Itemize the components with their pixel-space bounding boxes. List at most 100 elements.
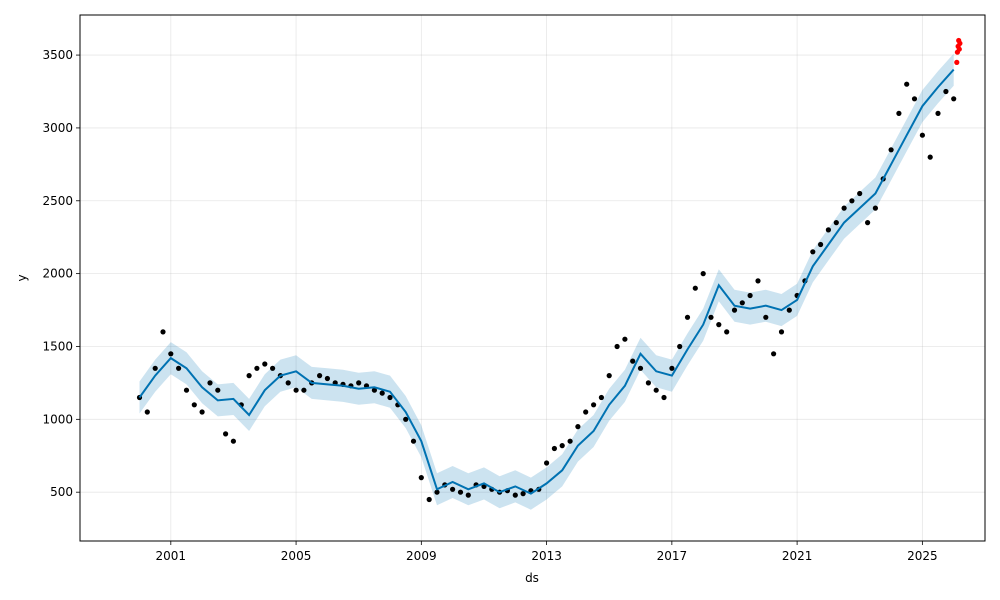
- observed-point: [544, 460, 550, 466]
- observed-point: [207, 380, 213, 386]
- observed-point: [176, 365, 182, 371]
- x-axis-ticks: 2001 2005 2009 2013 2017 2021 2025: [156, 541, 938, 563]
- observed-point: [896, 110, 902, 116]
- observed-point: [888, 147, 894, 153]
- observed-point: [356, 380, 362, 386]
- observed-point: [865, 220, 871, 226]
- observed-point: [379, 390, 385, 396]
- plot-background: [80, 15, 985, 541]
- observed-point: [144, 409, 150, 415]
- observed-point: [317, 373, 323, 379]
- observed-point: [810, 249, 816, 255]
- observed-points: [136, 81, 957, 503]
- forecast-line: [138, 68, 955, 495]
- recent-point: [954, 59, 960, 65]
- observed-point: [606, 373, 612, 379]
- observed-point: [935, 110, 941, 116]
- observed-point: [755, 278, 761, 284]
- observed-point: [951, 96, 957, 102]
- observed-point: [700, 271, 706, 277]
- observed-point: [223, 431, 229, 437]
- observed-point: [630, 358, 636, 364]
- observed-point: [653, 387, 659, 393]
- y-tick-label: 2500: [42, 194, 73, 208]
- observed-point: [872, 205, 879, 211]
- y-axis-label: y: [15, 274, 29, 281]
- observed-point: [215, 387, 221, 393]
- observed-point: [943, 88, 949, 95]
- observed-point: [450, 486, 456, 492]
- x-tick-label: 2017: [657, 549, 688, 563]
- observed-point: [418, 475, 424, 481]
- observed-point: [285, 380, 291, 386]
- observed-point: [254, 365, 260, 371]
- observed-point: [763, 314, 769, 320]
- x-tick-label: 2025: [907, 549, 938, 563]
- observed-point: [520, 491, 526, 497]
- y-tick-label: 2000: [42, 267, 73, 281]
- observed-point: [583, 409, 589, 415]
- observed-point: [778, 329, 785, 335]
- observed-point: [262, 361, 268, 367]
- observed-point: [645, 380, 652, 386]
- observed-point: [551, 445, 558, 452]
- observed-point: [559, 443, 565, 449]
- observed-point: [841, 205, 847, 211]
- observed-point: [771, 351, 777, 357]
- observed-point: [919, 132, 926, 138]
- observed-point: [716, 322, 722, 328]
- observed-point: [825, 227, 832, 233]
- observed-point: [426, 496, 432, 503]
- x-axis-label: ds: [525, 571, 539, 585]
- observed-point: [301, 387, 307, 393]
- observed-point: [246, 373, 252, 379]
- observed-point: [183, 387, 190, 393]
- observed-point: [904, 81, 910, 87]
- observed-point: [591, 402, 597, 408]
- observed-point: [677, 343, 683, 350]
- observed-point: [598, 394, 605, 401]
- observed-point: [786, 307, 792, 313]
- recent-points: [954, 37, 963, 65]
- observed-point: [927, 154, 933, 160]
- observed-point: [724, 329, 730, 335]
- y-tick-label: 3500: [42, 48, 73, 62]
- observed-point: [833, 220, 839, 226]
- observed-point: [191, 402, 197, 408]
- observed-point: [708, 314, 714, 320]
- observed-point: [293, 387, 299, 393]
- x-tick-label: 2021: [782, 549, 813, 563]
- observed-point: [684, 314, 691, 320]
- observed-point: [199, 409, 205, 415]
- observed-point: [270, 365, 276, 371]
- observed-point: [434, 489, 440, 495]
- observed-point: [230, 438, 236, 444]
- y-axis-ticks: 500 1000 1500 2000 2500 3000 3500: [42, 48, 80, 499]
- observed-point: [637, 365, 644, 371]
- recent-point: [956, 46, 962, 52]
- observed-point: [324, 375, 330, 382]
- x-tick-label: 2005: [281, 549, 312, 563]
- observed-point: [911, 96, 918, 102]
- observed-point: [465, 492, 471, 498]
- observed-point: [457, 489, 464, 495]
- observed-point: [857, 190, 863, 197]
- observed-point: [410, 438, 417, 444]
- observed-point: [512, 492, 518, 498]
- observed-point: [661, 394, 667, 401]
- observed-point: [747, 292, 753, 299]
- observed-point: [403, 416, 409, 422]
- observed-point: [818, 241, 824, 248]
- y-tick-label: 500: [50, 485, 73, 499]
- observed-point: [739, 300, 745, 306]
- y-tick-label: 3000: [42, 121, 73, 135]
- observed-point: [567, 438, 573, 444]
- x-tick-label: 2001: [156, 549, 187, 563]
- observed-point: [371, 387, 377, 393]
- grid-lines: [80, 15, 985, 541]
- observed-point: [614, 343, 620, 350]
- observed-point: [731, 307, 738, 313]
- observed-point: [152, 365, 158, 371]
- observed-point: [692, 285, 698, 291]
- y-tick-label: 1000: [42, 412, 73, 426]
